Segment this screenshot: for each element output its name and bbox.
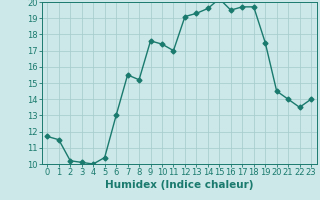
X-axis label: Humidex (Indice chaleur): Humidex (Indice chaleur) — [105, 180, 253, 190]
